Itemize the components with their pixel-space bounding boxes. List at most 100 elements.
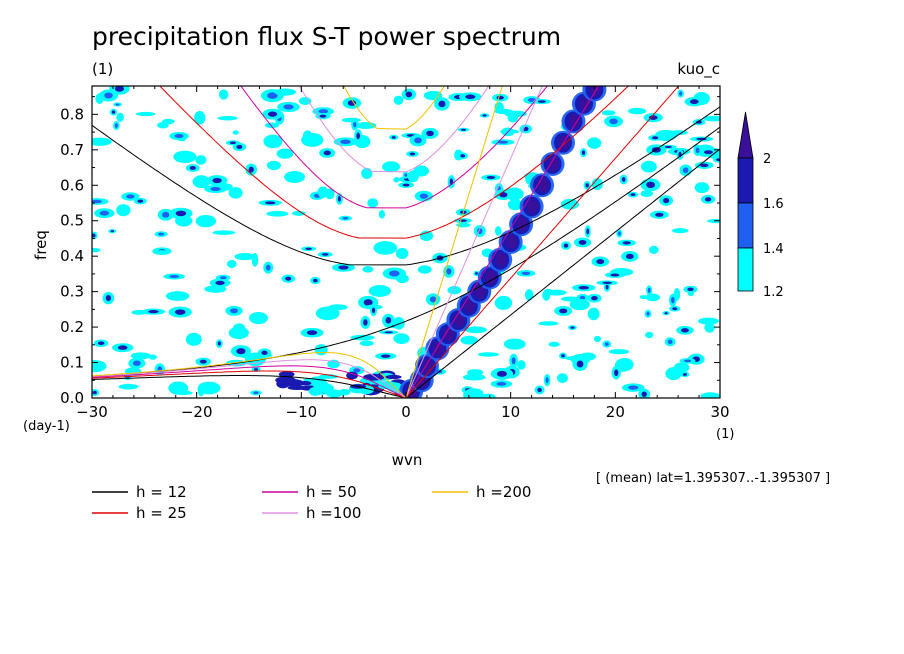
power-patch-core (104, 92, 113, 99)
y-tick-label: 0.2 (60, 318, 84, 336)
power-patch-core (716, 158, 720, 162)
power-patch-core (162, 211, 170, 218)
colorbar-label: 1.2 (763, 285, 784, 300)
power-patch-core (212, 177, 222, 184)
power-patch (350, 334, 375, 341)
y-tick-label: 0.1 (60, 354, 84, 372)
power-patch (460, 335, 478, 345)
power-patch-core (215, 280, 225, 286)
colorbar-arrow (737, 111, 754, 159)
power-patch-core (625, 253, 634, 260)
power-patch (92, 137, 112, 146)
power-patch-core (585, 183, 589, 188)
ridge-peak (443, 327, 454, 342)
power-patch (173, 150, 197, 164)
power-patch (195, 214, 217, 228)
power-patch-core (578, 240, 587, 245)
ridge-peak (590, 86, 601, 97)
y-axis-title: freq (32, 230, 50, 260)
power-patch-core (682, 167, 689, 174)
power-patch-core (482, 114, 487, 117)
power-patch (315, 306, 340, 321)
power-patch-core (175, 210, 187, 217)
power-patch-low (312, 380, 329, 389)
power-patch-core (703, 150, 713, 155)
x-axis-title: wvn (392, 451, 423, 469)
power-patch (507, 198, 523, 211)
power-patch-core (384, 331, 394, 334)
power-patch (700, 392, 720, 398)
power-patch-low (276, 379, 290, 389)
power-patch-core (419, 193, 428, 199)
dispersion-curve (405, 148, 720, 398)
power-patch (228, 187, 243, 199)
power-patch-core (664, 312, 668, 315)
power-patch (601, 110, 616, 116)
power-patch (407, 170, 419, 183)
power-patch-core (283, 104, 294, 110)
power-patch (517, 360, 526, 370)
power-patch (395, 248, 409, 260)
power-patch-core (92, 233, 96, 238)
power-patch-core (652, 136, 659, 140)
y-axis-ticks: 0.0 0.1 0.2 0.3 0.4 0.5 0.6 0.7 0.8 (60, 96, 720, 407)
power-patch-low (346, 371, 359, 380)
power-patch (396, 274, 409, 284)
power-patch-core (647, 287, 651, 293)
power-patch (672, 228, 689, 234)
colorbar-segment (737, 157, 754, 204)
y-tick-label: 0.3 (60, 283, 84, 301)
power-patch (195, 155, 207, 165)
dispersion-curve (405, 86, 543, 398)
power-patch (251, 252, 259, 267)
power-patch-core (578, 285, 589, 290)
power-patch-core (137, 199, 144, 203)
legend-label: h = 12 (136, 483, 187, 501)
power-patch-core (648, 115, 658, 120)
power-patch-core (99, 210, 109, 216)
power-patch (649, 245, 659, 255)
power-patch-core (429, 296, 437, 303)
power-patch-core (305, 247, 312, 250)
power-patch (378, 209, 385, 219)
ridge-peak (506, 235, 517, 249)
dispersion-curve (92, 126, 720, 377)
dispersion-curves (92, 86, 720, 398)
power-patch-core (609, 118, 618, 125)
power-patch (192, 175, 211, 189)
power-patch-core (511, 357, 516, 365)
power-patch (419, 230, 434, 242)
ridge-peak (527, 199, 538, 214)
power-patch (194, 111, 206, 125)
dispersion-curve (298, 86, 490, 173)
chart-title: precipitation flux S-T power spectrum (92, 22, 561, 51)
power-patch (707, 218, 720, 224)
power-patch (645, 331, 654, 339)
power-patch-core (133, 360, 141, 366)
power-patch-core (306, 330, 318, 336)
power-patch-core (700, 163, 709, 168)
power-patch-core (679, 91, 683, 96)
power-patch-core (641, 391, 647, 397)
power-patch (698, 317, 719, 325)
power-patch (92, 247, 101, 253)
power-patch-core (340, 139, 351, 145)
power-patch (314, 344, 328, 356)
power-patch-core (687, 287, 694, 292)
power-patch-core (210, 186, 221, 191)
power-patch (264, 122, 279, 129)
power-patch-core (496, 95, 504, 100)
power-patch (480, 393, 496, 398)
power-patch (118, 383, 139, 390)
power-patch-core (628, 385, 639, 390)
power-patch-core (199, 359, 207, 364)
ridge-peak (579, 96, 590, 111)
power-patch (168, 381, 189, 395)
power-patch-core (655, 212, 664, 217)
power-patch-core (537, 387, 542, 393)
x-tick-label: −10 (286, 403, 318, 421)
power-patch (212, 230, 236, 235)
power-patch (392, 317, 405, 330)
power-patch (608, 349, 630, 355)
power-patch-core (438, 100, 446, 108)
